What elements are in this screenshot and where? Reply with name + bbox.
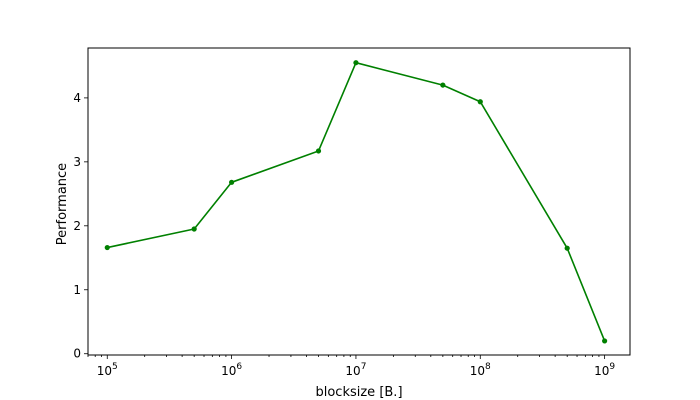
x-tick-label-exponent: 8 [485,362,491,372]
x-tick-label-exponent: 5 [112,362,118,372]
x-tick-label-base: 10 [97,364,112,378]
series-line [107,61,606,342]
y-ticks: 0 1 2 3 4 [73,91,88,361]
y-tick-label: 3 [73,155,81,169]
y-axis-label: Performance [55,163,70,245]
x-tick-label: 109 [594,362,615,378]
plot-area-frame [87,47,631,356]
data-point [353,60,359,66]
data-point [191,226,197,232]
data-point [104,244,110,251]
data-point [602,338,608,344]
x-axis-label: blocksize [B.] [315,385,402,400]
data-point [229,179,235,185]
x-tick-label-exponent: 9 [609,362,615,372]
series-group [104,60,608,344]
x-tick-label-base: 10 [594,364,609,378]
x-tick-label-base: 10 [345,364,360,378]
y-tick-label: 4 [73,91,81,105]
y-tick-label: 2 [73,219,81,233]
y-tick-label: 0 [73,347,81,361]
y-tick-label: 1 [73,283,81,297]
x-minor-ticks [87,355,600,357]
x-tick-label: 105 [97,362,118,378]
data-point [440,82,446,88]
x-major-ticks: 105 106 107 108 109 [97,355,615,378]
x-tick-label-exponent: 7 [361,362,367,372]
x-tick-label-base: 10 [221,364,236,378]
data-point [564,245,570,251]
x-tick-label: 106 [221,362,242,378]
data-point [315,148,322,154]
x-tick-label: 107 [345,362,366,378]
x-tick-label: 108 [470,362,491,378]
data-point [477,99,483,105]
x-tick-label-base: 10 [470,364,485,378]
x-tick-label-exponent: 6 [236,362,242,372]
